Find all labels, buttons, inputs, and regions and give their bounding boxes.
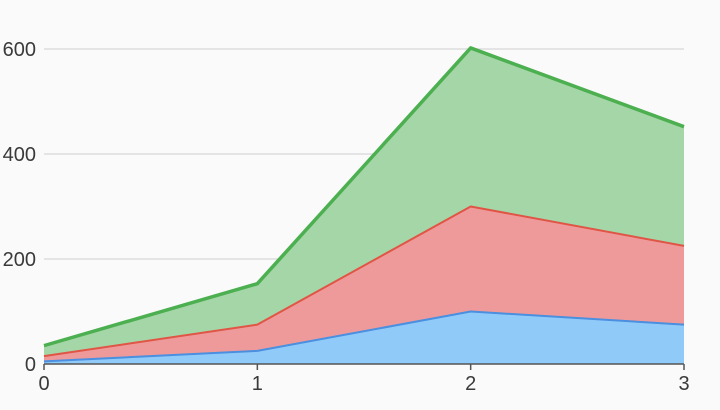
tick-labels: 0 1 2 3 0 200 400 600 <box>3 39 690 395</box>
series-3-line <box>43 46 685 348</box>
x-tick-label: 2 <box>465 373 476 395</box>
series-3-area <box>44 47 684 357</box>
series-2-line <box>43 205 685 358</box>
axes <box>43 363 685 370</box>
series-1-area <box>44 311 684 364</box>
series-lines <box>43 46 685 363</box>
y-tick-label: 0 <box>25 354 36 376</box>
x-tick-label: 1 <box>252 373 263 395</box>
y-tick-label: 400 <box>3 144 36 166</box>
y-tick-label: 600 <box>3 39 36 61</box>
x-tick-label: 0 <box>38 373 49 395</box>
series-2-area <box>44 206 684 362</box>
y-tick-label: 200 <box>3 249 36 271</box>
x-tick-label: 3 <box>678 373 689 395</box>
series-areas <box>44 47 684 364</box>
series-1-line <box>43 310 685 363</box>
